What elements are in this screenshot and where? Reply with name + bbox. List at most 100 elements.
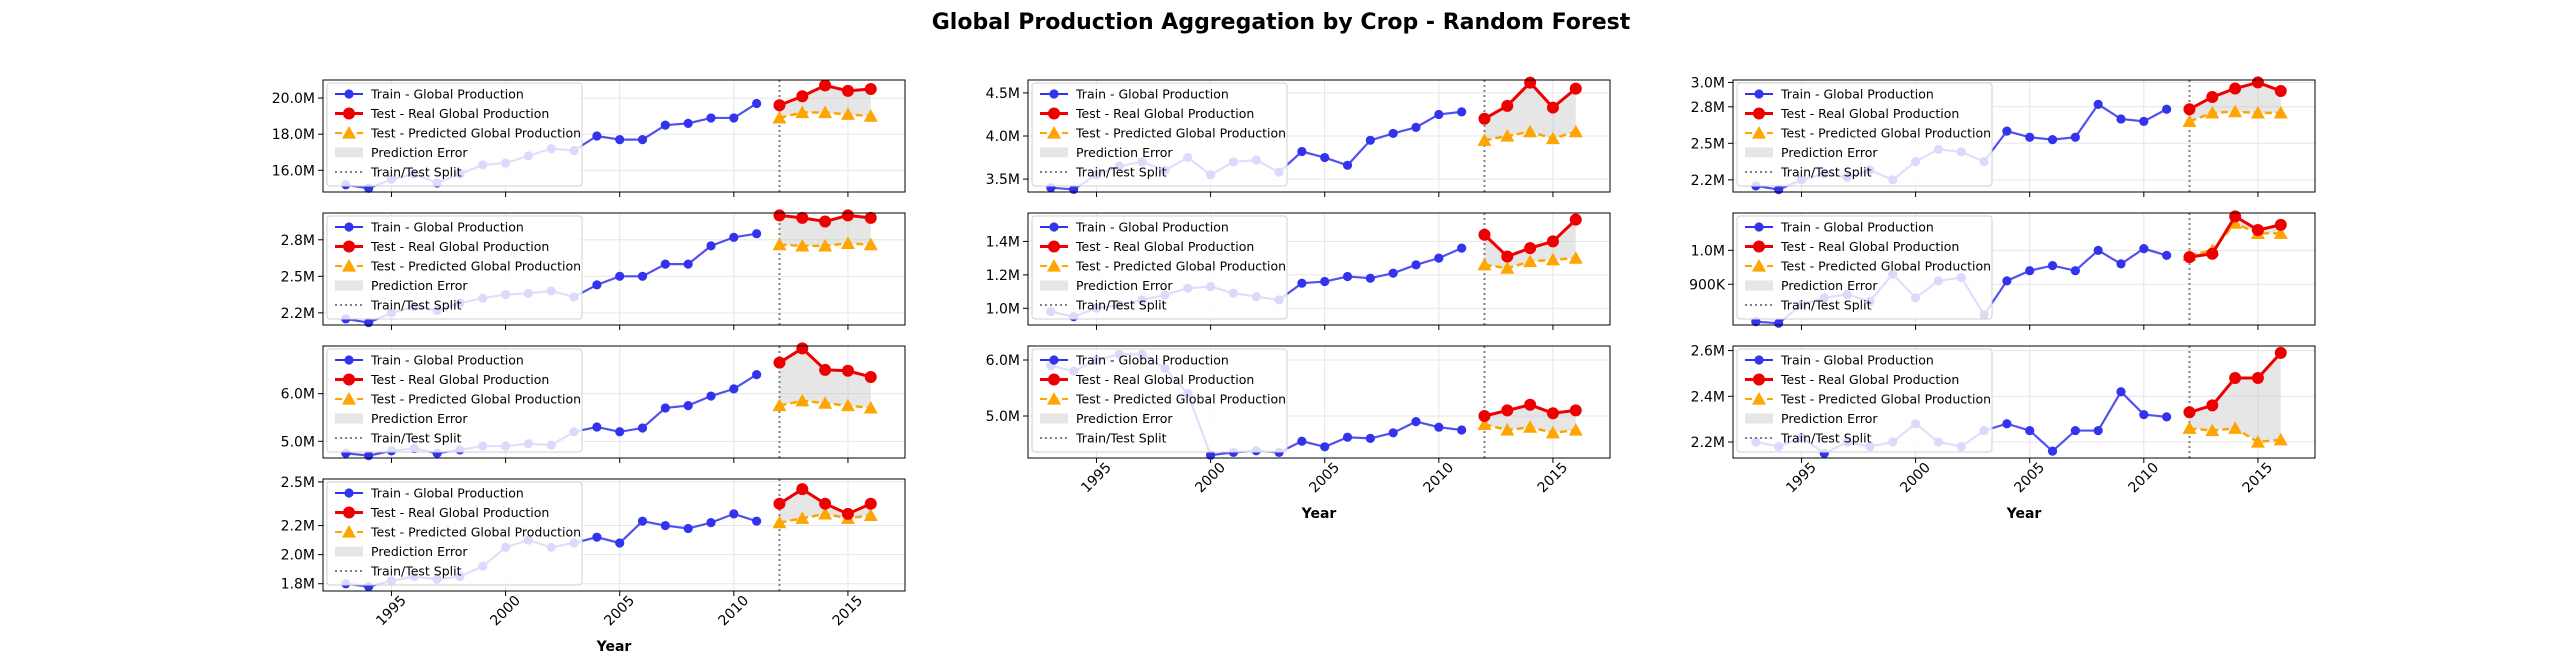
legend-marker (342, 259, 356, 272)
train-point (1297, 146, 1307, 157)
test-real-point (1546, 235, 1559, 248)
train-point (2002, 419, 2012, 429)
legend-handle (335, 280, 363, 291)
legend-marker (1047, 392, 1061, 405)
test-real-point (1501, 99, 1514, 112)
legend-label: Train/Test Split (370, 564, 462, 579)
legend-handle (1745, 147, 1773, 158)
y-tick-label: 1.0M (1691, 243, 1725, 259)
legend-label: Train/Test Split (1780, 431, 1872, 446)
axes-frame (322, 345, 906, 459)
test-predicted-point (840, 236, 855, 250)
test-predicted-point (863, 109, 878, 122)
legend-label: Test - Real Global Production (1075, 106, 1254, 121)
test-predicted-point (1500, 261, 1515, 274)
panel-2: 3.5M 4.0M 4.5M Train - Global Production Tes… (986, 76, 1611, 197)
train-point (2139, 409, 2149, 420)
train-point (2070, 132, 2080, 142)
train-point (2047, 135, 2058, 145)
test-predicted-point (1477, 133, 1492, 146)
test-predicted-point (1500, 129, 1515, 142)
test-real-point (2229, 82, 2242, 95)
axes-frame (322, 79, 906, 193)
test-predicted-point (1523, 254, 1538, 268)
legend-marker (1752, 259, 1766, 272)
train-point (1411, 417, 1421, 427)
train-point (1388, 268, 1398, 278)
y-tick-label: 6.0M (986, 353, 1020, 369)
legend-label: Test - Real Global Production (1075, 372, 1254, 387)
train-point (1320, 442, 1330, 452)
legend-label: Test - Predicted Global Production (1780, 392, 1991, 407)
legend-marker (1752, 126, 1766, 139)
test-real-point (2206, 247, 2219, 260)
legend-label: Train - Global Production (1075, 353, 1229, 368)
test-real-point (864, 211, 877, 224)
train-point (729, 384, 739, 394)
train-point (2047, 446, 2058, 456)
legend-marker (1753, 107, 1765, 120)
legend-handle (1040, 147, 1068, 158)
test-real-point (1524, 398, 1537, 411)
legend-label: Prediction Error (1781, 278, 1878, 293)
train-point (660, 403, 670, 413)
test-predicted-point (2228, 421, 2243, 434)
train-point (2139, 116, 2149, 126)
test-predicted-point (1500, 423, 1515, 436)
prediction-error-area (2189, 352, 2281, 442)
test-real-point (1478, 112, 1491, 125)
train-point (1388, 428, 1398, 438)
test-real-point (2229, 210, 2242, 223)
axes-frame (322, 478, 906, 592)
legend-label: Prediction Error (1076, 411, 1173, 426)
train-point (1388, 128, 1398, 139)
test-predicted-point (863, 400, 878, 414)
train-point (1320, 152, 1330, 163)
legend-label: Test - Real Global Production (1780, 372, 1959, 387)
legend-marker (344, 355, 354, 365)
x-axis-label: Year (1301, 506, 1337, 522)
train-point (637, 423, 648, 433)
legend-marker (1049, 89, 1059, 99)
train-point (752, 229, 762, 239)
test-predicted-point (772, 515, 787, 529)
y-tick-label: 16.0M (272, 163, 315, 179)
legend-label: Train - Global Production (1075, 220, 1229, 235)
train-point (2025, 132, 2035, 142)
test-predicted-point (795, 105, 810, 119)
legend-marker (1048, 373, 1060, 386)
legend: Train - Global Production Test - Real Glo… (1736, 348, 1993, 453)
legend-marker (1754, 89, 1764, 99)
y-tick-label: 4.0M (986, 129, 1020, 145)
legend-marker (1754, 355, 1764, 365)
test-real-point (841, 84, 854, 97)
figure-title: Global Production Aggregation by Crop - … (932, 10, 1631, 35)
test-real-point (864, 497, 877, 510)
test-real-point (841, 507, 854, 520)
y-tick-label: 2.2M (281, 519, 315, 535)
legend-marker (344, 89, 354, 99)
test-real-point (2274, 346, 2287, 359)
train-point (2116, 114, 2126, 124)
train-point (729, 113, 739, 123)
legend-label: Train/Test Split (370, 298, 462, 313)
train-point (2093, 245, 2103, 255)
test-predicted-point (1545, 252, 1560, 266)
legend-label: Train - Global Production (370, 353, 524, 368)
legend-label: Test - Predicted Global Production (370, 126, 581, 141)
test-real-point (2183, 103, 2196, 116)
legend-label: Train - Global Production (1780, 353, 1934, 368)
legend-label: Test - Real Global Production (370, 505, 549, 520)
train-point (660, 259, 670, 269)
y-tick-label: 2.2M (1691, 173, 1725, 189)
legend-marker (343, 240, 355, 253)
train-point (615, 427, 625, 437)
train-point (2093, 425, 2103, 436)
axes-frame (322, 212, 906, 326)
train-point (1434, 109, 1444, 120)
test-predicted-point (2228, 216, 2243, 229)
legend-handle (1745, 413, 1773, 424)
y-tick-label: 1.8M (281, 577, 315, 593)
